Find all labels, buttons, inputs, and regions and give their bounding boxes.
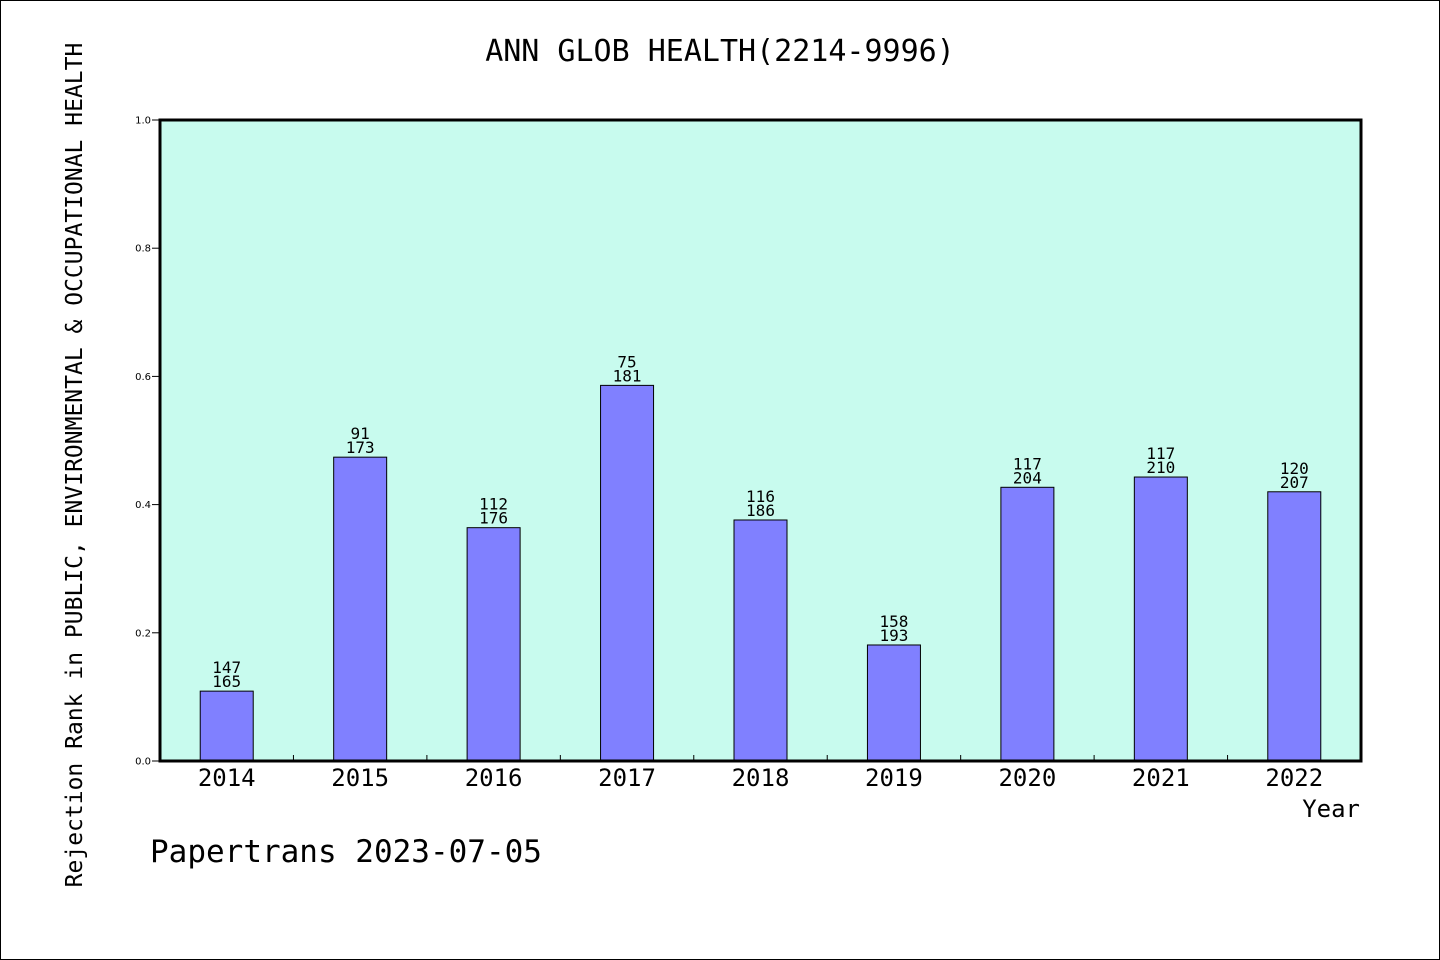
x-tick-label: 2018: [732, 764, 790, 792]
bar: [333, 456, 388, 762]
bar-rank-label: 158: [879, 612, 908, 631]
bar: [1133, 476, 1188, 762]
x-tick-label: 2015: [331, 764, 389, 792]
x-tick-label: 2016: [465, 764, 523, 792]
bar-total-label: 176: [479, 509, 508, 528]
x-tick-label: 2021: [1132, 764, 1190, 792]
bar-total-label: 181: [613, 366, 642, 385]
y-tick-label: 0.6: [135, 372, 151, 383]
x-tick-label: 2014: [198, 764, 256, 792]
bar: [199, 690, 254, 762]
bar: [466, 527, 521, 762]
bar: [733, 519, 788, 762]
x-tick-label: 2017: [598, 764, 656, 792]
bar-rank-label: 75: [617, 352, 636, 371]
bar-total-label: 207: [1280, 473, 1309, 492]
y-tick-label: 1.0: [135, 116, 151, 127]
bar-total-label: 186: [746, 501, 775, 520]
bar: [866, 644, 921, 762]
x-axis-label: Year: [1302, 795, 1360, 823]
x-tick-label: 2019: [865, 764, 923, 792]
chart-title: ANN GLOB HEALTH(2214-9996): [485, 34, 955, 69]
bar-rank-label: 112: [479, 495, 508, 514]
bar-total-label: 210: [1146, 458, 1175, 477]
bar-total-label: 165: [212, 672, 241, 691]
footer-note: Papertrans 2023-07-05: [150, 834, 542, 870]
y-tick-label: 0.2: [135, 628, 151, 639]
y-tick-label: 0.8: [135, 244, 151, 255]
bar-rank-label: 91: [351, 424, 370, 443]
bar-total-label: 204: [1013, 468, 1042, 487]
x-tick-label: 2022: [1265, 764, 1323, 792]
plot-border: [158, 118, 1363, 763]
bar-rank-label: 147: [212, 658, 241, 677]
y-tick-label: 0.0: [135, 757, 151, 768]
x-tick-label: 2020: [998, 764, 1056, 792]
bar-total-label: 173: [346, 438, 375, 457]
bar-rank-label: 116: [746, 487, 775, 506]
bar: [1000, 486, 1055, 762]
bar-total-label: 193: [879, 626, 908, 645]
bar: [600, 384, 655, 762]
bar-rank-label: 120: [1280, 459, 1309, 478]
y-axis-label: Rejection Rank in PUBLIC, ENVIRONMENTAL …: [62, 42, 88, 888]
bar: [1267, 491, 1322, 762]
bar-rank-label: 117: [1013, 454, 1042, 473]
bar-rank-label: 117: [1146, 444, 1175, 463]
y-tick-label: 0.4: [135, 500, 151, 511]
